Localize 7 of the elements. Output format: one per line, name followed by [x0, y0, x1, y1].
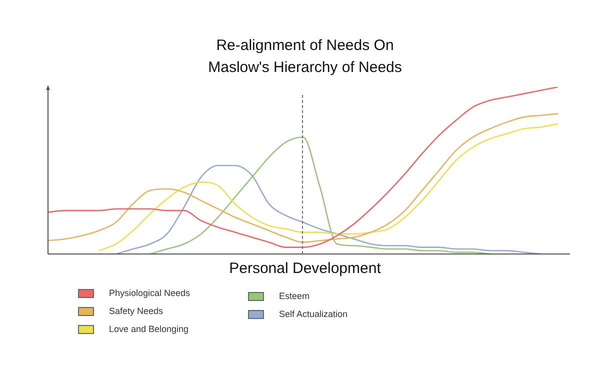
chart-title: Re-alignment of Needs On Maslow's Hierarchy of Needs — [208, 37, 402, 76]
legend-label: Esteem — [279, 291, 310, 301]
legend-label: Physiological Needs — [109, 288, 190, 298]
legend-label: Safety Needs — [109, 306, 164, 316]
x-axis-title: Personal Development — [229, 260, 382, 278]
legend-label: Love and Belonging — [109, 324, 189, 334]
legend-label: Self Actualization — [279, 309, 348, 319]
